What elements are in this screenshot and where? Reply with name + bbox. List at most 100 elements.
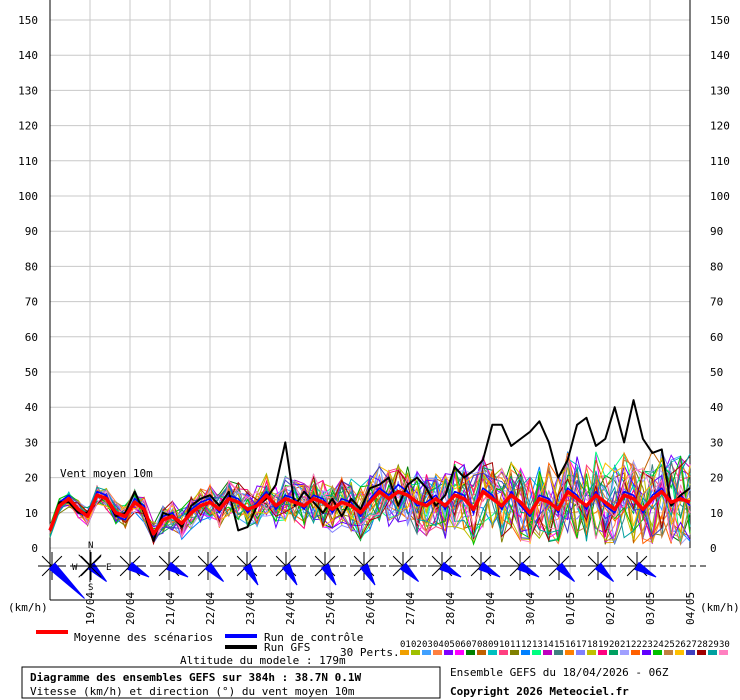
rose-spoke	[431, 555, 443, 567]
rose-spoke	[89, 554, 102, 567]
pert-swatch-3	[422, 650, 431, 655]
pert-swatch-2	[411, 650, 420, 655]
y-tick-left-10: 100	[18, 190, 38, 203]
pert-swatch-19	[598, 650, 607, 655]
pert-swatch-15	[554, 650, 563, 655]
legend-control-label: Run de contrôle	[264, 631, 363, 644]
y-tick-left-13: 130	[18, 84, 38, 97]
date-label-5: 24/04	[284, 592, 297, 625]
pert-swatch-6	[455, 650, 464, 655]
perturbation-legend: 01 02 03 04 05 06 07 08 09 10 11 12 13 14 15 16 17 18 19 20…	[400, 640, 730, 655]
pert-swatch-1	[400, 650, 409, 655]
y-tick-left-5: 50	[25, 366, 38, 379]
y-tick-left-3: 30	[25, 436, 38, 449]
rose-spoke	[626, 555, 638, 567]
wind-arrow-15	[634, 561, 657, 578]
y-tick-left-15: 150	[18, 14, 38, 27]
pert-number-17: 17	[576, 640, 587, 650]
pert-number-23: 23	[642, 640, 653, 650]
wind-arrow-0	[48, 562, 85, 599]
legend-gfs-label: Run GFS	[264, 641, 310, 654]
compass-letter-1: S	[88, 583, 93, 593]
pert-swatch-11	[510, 650, 519, 655]
pert-number-25: 25	[664, 640, 675, 650]
pert-swatch-7	[466, 650, 475, 655]
pert-number-16: 16	[565, 640, 576, 650]
y-tick-right-9: 90	[710, 225, 723, 238]
pert-swatch-22	[631, 650, 640, 655]
y-tick-right-11: 110	[710, 155, 730, 168]
rose-spoke	[431, 565, 443, 577]
pert-swatch-27	[686, 650, 695, 655]
pert-number-1: 01	[400, 640, 411, 650]
rose-spoke	[324, 555, 336, 567]
legend-perts-label: 30 Perts.	[340, 646, 400, 659]
y-tick-right-6: 60	[710, 331, 723, 344]
inner-label: Vent moyen 10m	[60, 467, 153, 480]
rose-spoke	[470, 555, 482, 567]
y-tick-right-10: 100	[710, 190, 730, 203]
y-tick-left-11: 110	[18, 155, 38, 168]
compass-letter-0: N	[88, 541, 93, 551]
legend: Moyenne des scénarios Run de contrôle Ru…	[36, 630, 730, 667]
pert-number-5: 05	[444, 640, 455, 650]
y-tick-left-0: 0	[31, 542, 38, 555]
pert-number-7: 07	[466, 640, 477, 650]
rose-spoke	[236, 555, 248, 567]
date-label-10: 29/04	[484, 592, 497, 625]
pert-number-4: 04	[433, 640, 444, 650]
rose-spoke	[548, 555, 560, 567]
legend-mean-label: Moyenne des scénarios	[74, 631, 213, 644]
pert-swatch-5	[444, 650, 453, 655]
wind-arrow-2	[127, 561, 150, 578]
y-tick-left-6: 60	[25, 331, 38, 344]
y-tick-right-3: 30	[710, 436, 723, 449]
pert-swatch-13	[532, 650, 541, 655]
y-tick-right-15: 150	[710, 14, 730, 27]
y-tick-right-7: 70	[710, 296, 723, 309]
y-tick-left-9: 90	[25, 225, 38, 238]
pert-swatch-23	[642, 650, 651, 655]
unit-right: (km/h)	[700, 601, 740, 614]
main-series	[48, 399, 691, 542]
pert-number-30: 30	[719, 640, 730, 650]
y-tick-right-1: 10	[710, 507, 723, 520]
pert-number-22: 22	[631, 640, 642, 650]
rose-spoke	[158, 565, 170, 577]
date-label-8: 27/04	[404, 592, 417, 625]
pert-number-29: 29	[708, 640, 719, 650]
pert-number-19: 19	[598, 640, 609, 650]
y-tick-left-2: 20	[25, 472, 38, 485]
y-tick-right-8: 80	[710, 260, 723, 273]
date-label-9: 28/04	[444, 592, 457, 625]
grid	[49, 0, 691, 601]
wind-arrow-9	[399, 562, 419, 582]
wind-arrow-10	[439, 561, 462, 578]
compass-letter-2: W	[72, 563, 78, 573]
y-tick-left-14: 140	[18, 49, 38, 62]
wind-arrow-11	[478, 561, 501, 578]
pert-number-26: 26	[675, 640, 686, 650]
pert-swatch-28	[697, 650, 706, 655]
wind-arrow-12	[517, 561, 540, 578]
rose-spoke	[80, 555, 92, 567]
wind-direction-row: N SW E	[38, 541, 706, 599]
date-label-0: 19/04	[84, 592, 97, 625]
rose-spoke	[470, 565, 482, 577]
pert-swatch-24	[653, 650, 662, 655]
y-tick-left-1: 10	[25, 507, 38, 520]
pert-number-13: 13	[532, 640, 543, 650]
footer-box	[21, 666, 441, 699]
unit-left: (km/h)	[8, 601, 48, 614]
wind-arrow-5	[242, 563, 259, 586]
wind-arrow-8	[359, 563, 376, 586]
pert-swatch-25	[664, 650, 673, 655]
y-tick-left-4: 40	[25, 401, 38, 414]
y-tick-right-5: 50	[710, 366, 723, 379]
rose-spoke	[78, 554, 91, 567]
pert-swatch-18	[587, 650, 596, 655]
rose-spoke	[197, 555, 209, 567]
y-axis: 0 0 10 10 20 20 30 30 40 40 50 50 60 60 70 70 80 80 90 90 10…	[18, 14, 730, 555]
pert-number-14: 14	[543, 640, 554, 650]
rose-spoke	[275, 555, 287, 567]
